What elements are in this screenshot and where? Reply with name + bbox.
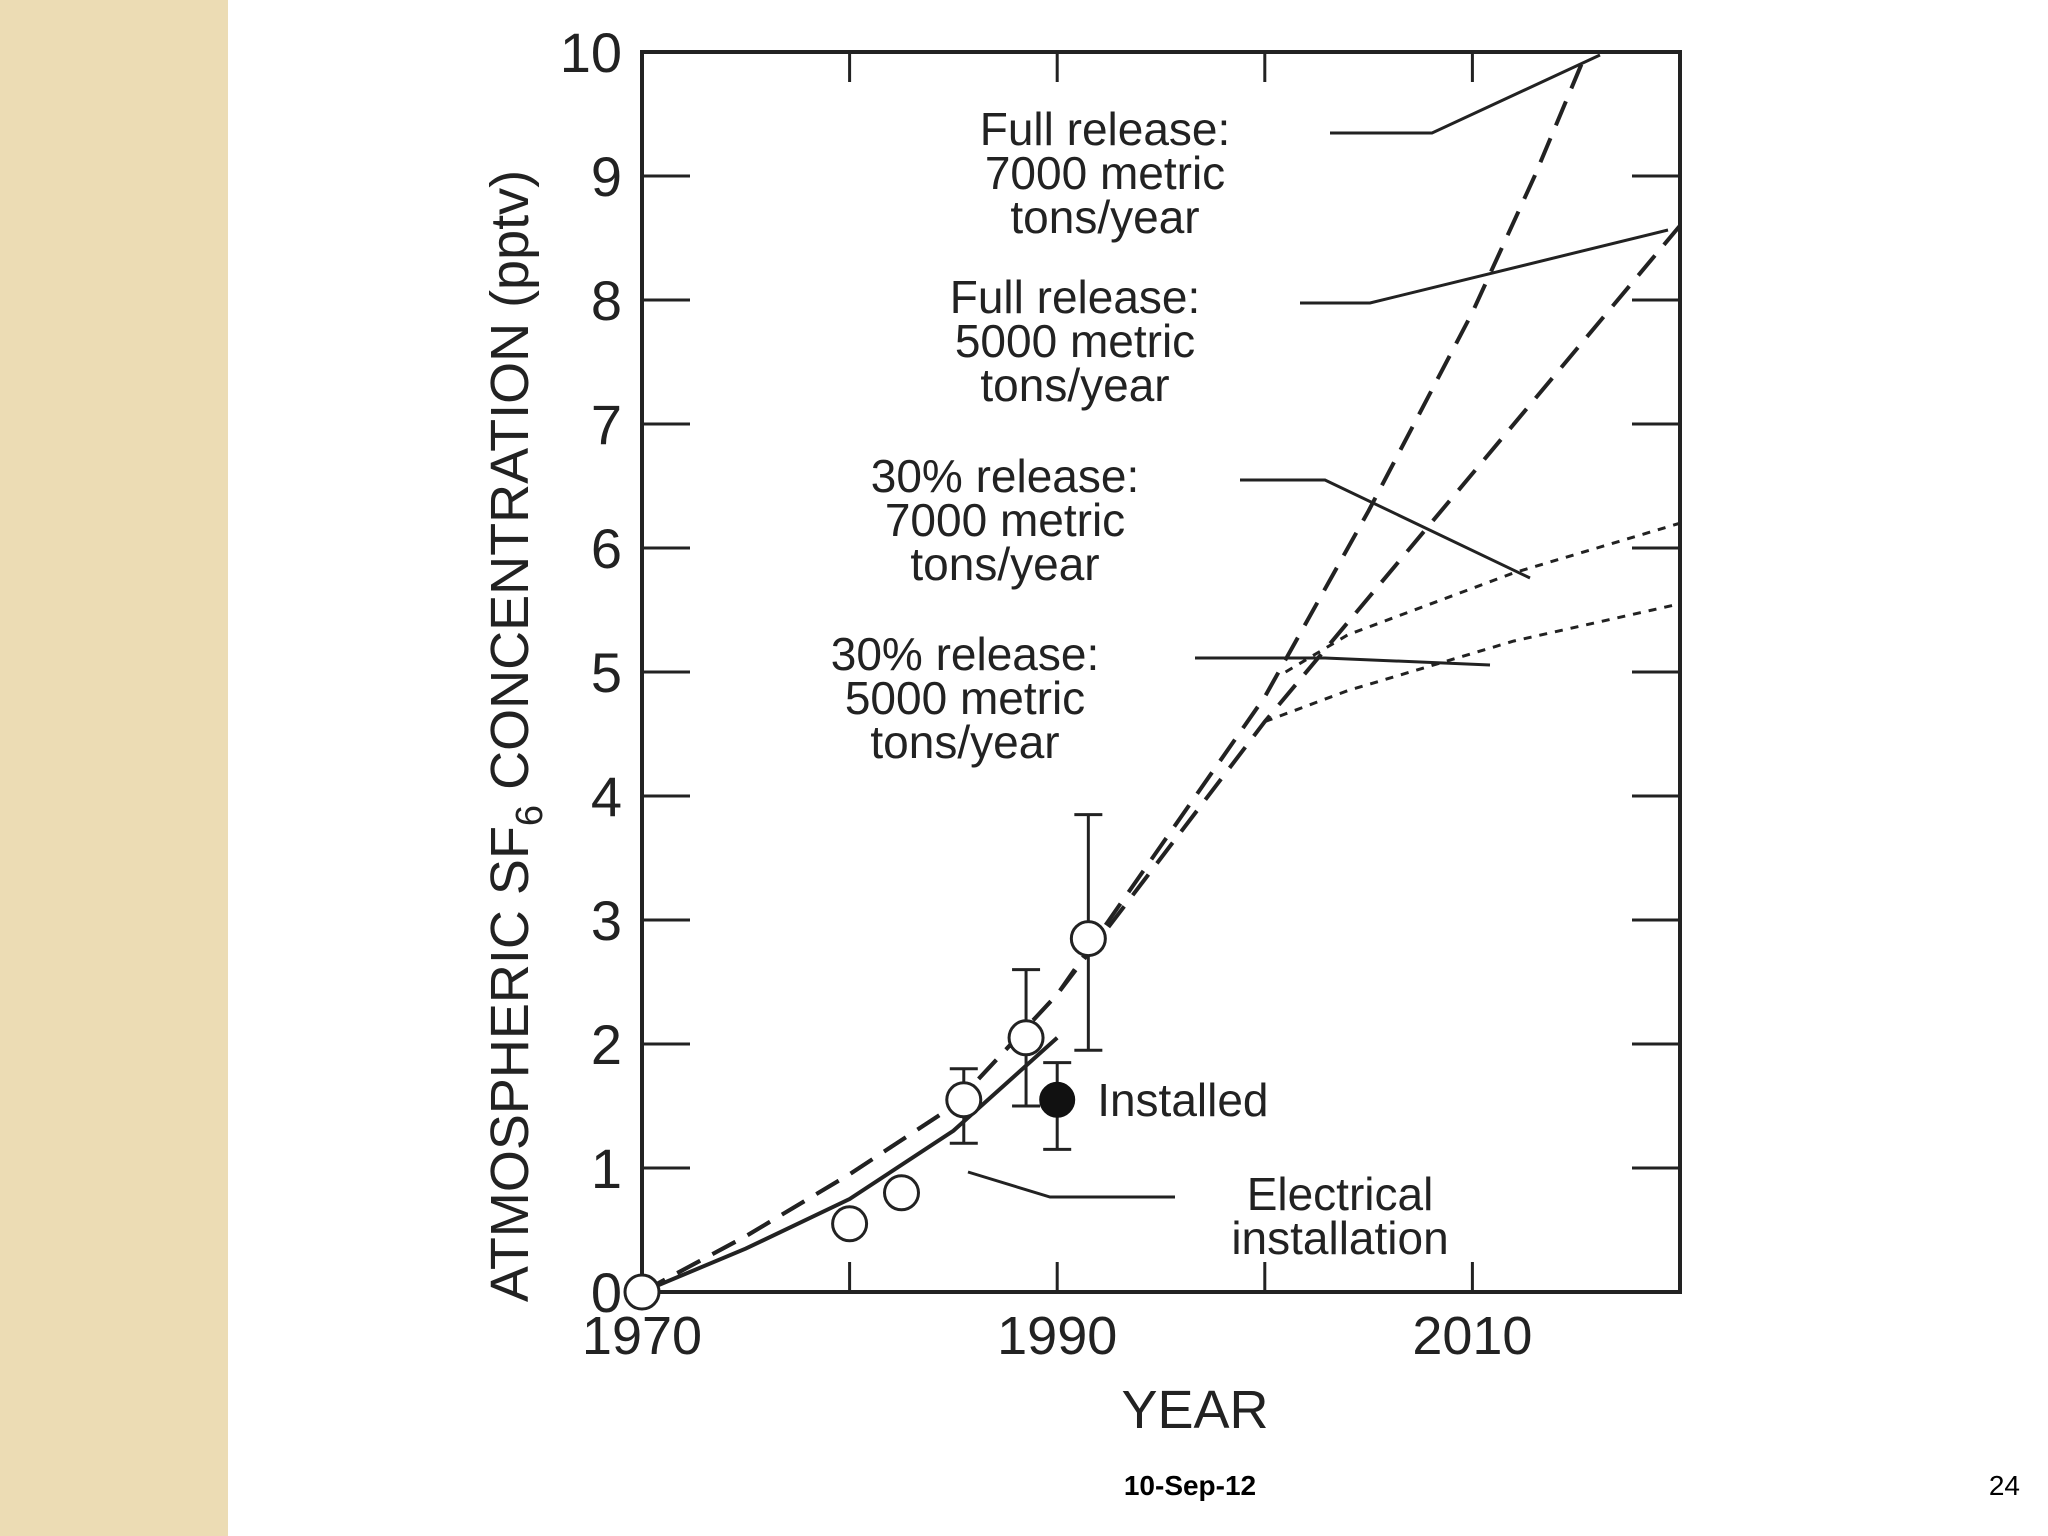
- leader-line-2: [1300, 228, 1669, 305]
- series-label-line: Full release:: [980, 103, 1231, 155]
- x-axis-ticks: 1970 1990 2010: [582, 52, 1682, 1366]
- x-tick-label: 1990: [997, 1306, 1117, 1366]
- series-label-line: tons/year: [870, 716, 1059, 768]
- x-tick-label: 2010: [1412, 1306, 1532, 1366]
- measurement-point: [623, 1273, 661, 1311]
- slide-sidebar-band: [0, 0, 228, 1536]
- y-tick-label: 6: [591, 517, 622, 580]
- series-label-line: 30% release:: [831, 628, 1100, 680]
- leader-line-1: [1330, 53, 1601, 135]
- y-tick-label: 8: [591, 269, 622, 332]
- leader-line-4: [1195, 656, 1491, 667]
- series-label-line: Electrical: [1247, 1168, 1434, 1220]
- y-tick-label: 10: [560, 21, 622, 84]
- slide-date: 10-Sep-12: [1123, 1470, 1257, 1501]
- series-lines: [641, 51, 1682, 1294]
- y-tick-label: 5: [591, 641, 622, 704]
- series-label-line: installation: [1231, 1212, 1448, 1264]
- measurement-point: [1007, 1019, 1045, 1057]
- installed-label: Installed: [1097, 1074, 1268, 1126]
- series-line-2: [641, 224, 1682, 1294]
- series-label-line: 30% release:: [871, 450, 1140, 502]
- y-tick-label: 2: [591, 1013, 622, 1076]
- y-tick-label: 1: [591, 1137, 622, 1200]
- series-label-line: tons/year: [910, 538, 1099, 590]
- y-tick-label: 7: [591, 393, 622, 456]
- measurement-markers: Installed: [623, 813, 1269, 1311]
- measurement-point: [1069, 920, 1107, 958]
- series-label-line: 7000 metric: [885, 494, 1125, 546]
- series-line-5: [641, 1036, 1059, 1294]
- label-leader-lines: [967, 53, 1669, 1199]
- series-line-4: [1264, 602, 1681, 724]
- y-axis-ticks: 0 1 2 3 4 5 6 7 8 9 10: [560, 21, 1680, 1324]
- series-label-line: tons/year: [1010, 191, 1199, 243]
- series-label-line: 7000 metric: [985, 147, 1225, 199]
- y-tick-label: 4: [591, 765, 622, 828]
- series-line-1: [641, 51, 1589, 1294]
- series-label-line: Full release:: [950, 271, 1201, 323]
- y-tick-label: 9: [591, 145, 622, 208]
- x-axis-title: YEAR: [1121, 1380, 1268, 1440]
- leader-line-5: [967, 1170, 1175, 1199]
- leader-line-3: [1240, 478, 1531, 580]
- y-tick-label: 3: [591, 889, 622, 952]
- series-label-line: tons/year: [980, 359, 1169, 411]
- y-tick-label: 0: [591, 1261, 622, 1324]
- measurement-point: [831, 1205, 869, 1243]
- series-label-line: 5000 metric: [955, 315, 1195, 367]
- installed-point: [1039, 1081, 1076, 1118]
- series-label-line: 5000 metric: [845, 672, 1085, 724]
- x-tick-label: 1970: [582, 1306, 702, 1366]
- measurement-point: [945, 1081, 983, 1119]
- measurement-point: [883, 1174, 920, 1212]
- slide-page-number: 24: [1988, 1470, 2020, 1501]
- y-axis-title: ATMOSPHERIC SF6 CONCENTRATION (pptv): [480, 170, 551, 1302]
